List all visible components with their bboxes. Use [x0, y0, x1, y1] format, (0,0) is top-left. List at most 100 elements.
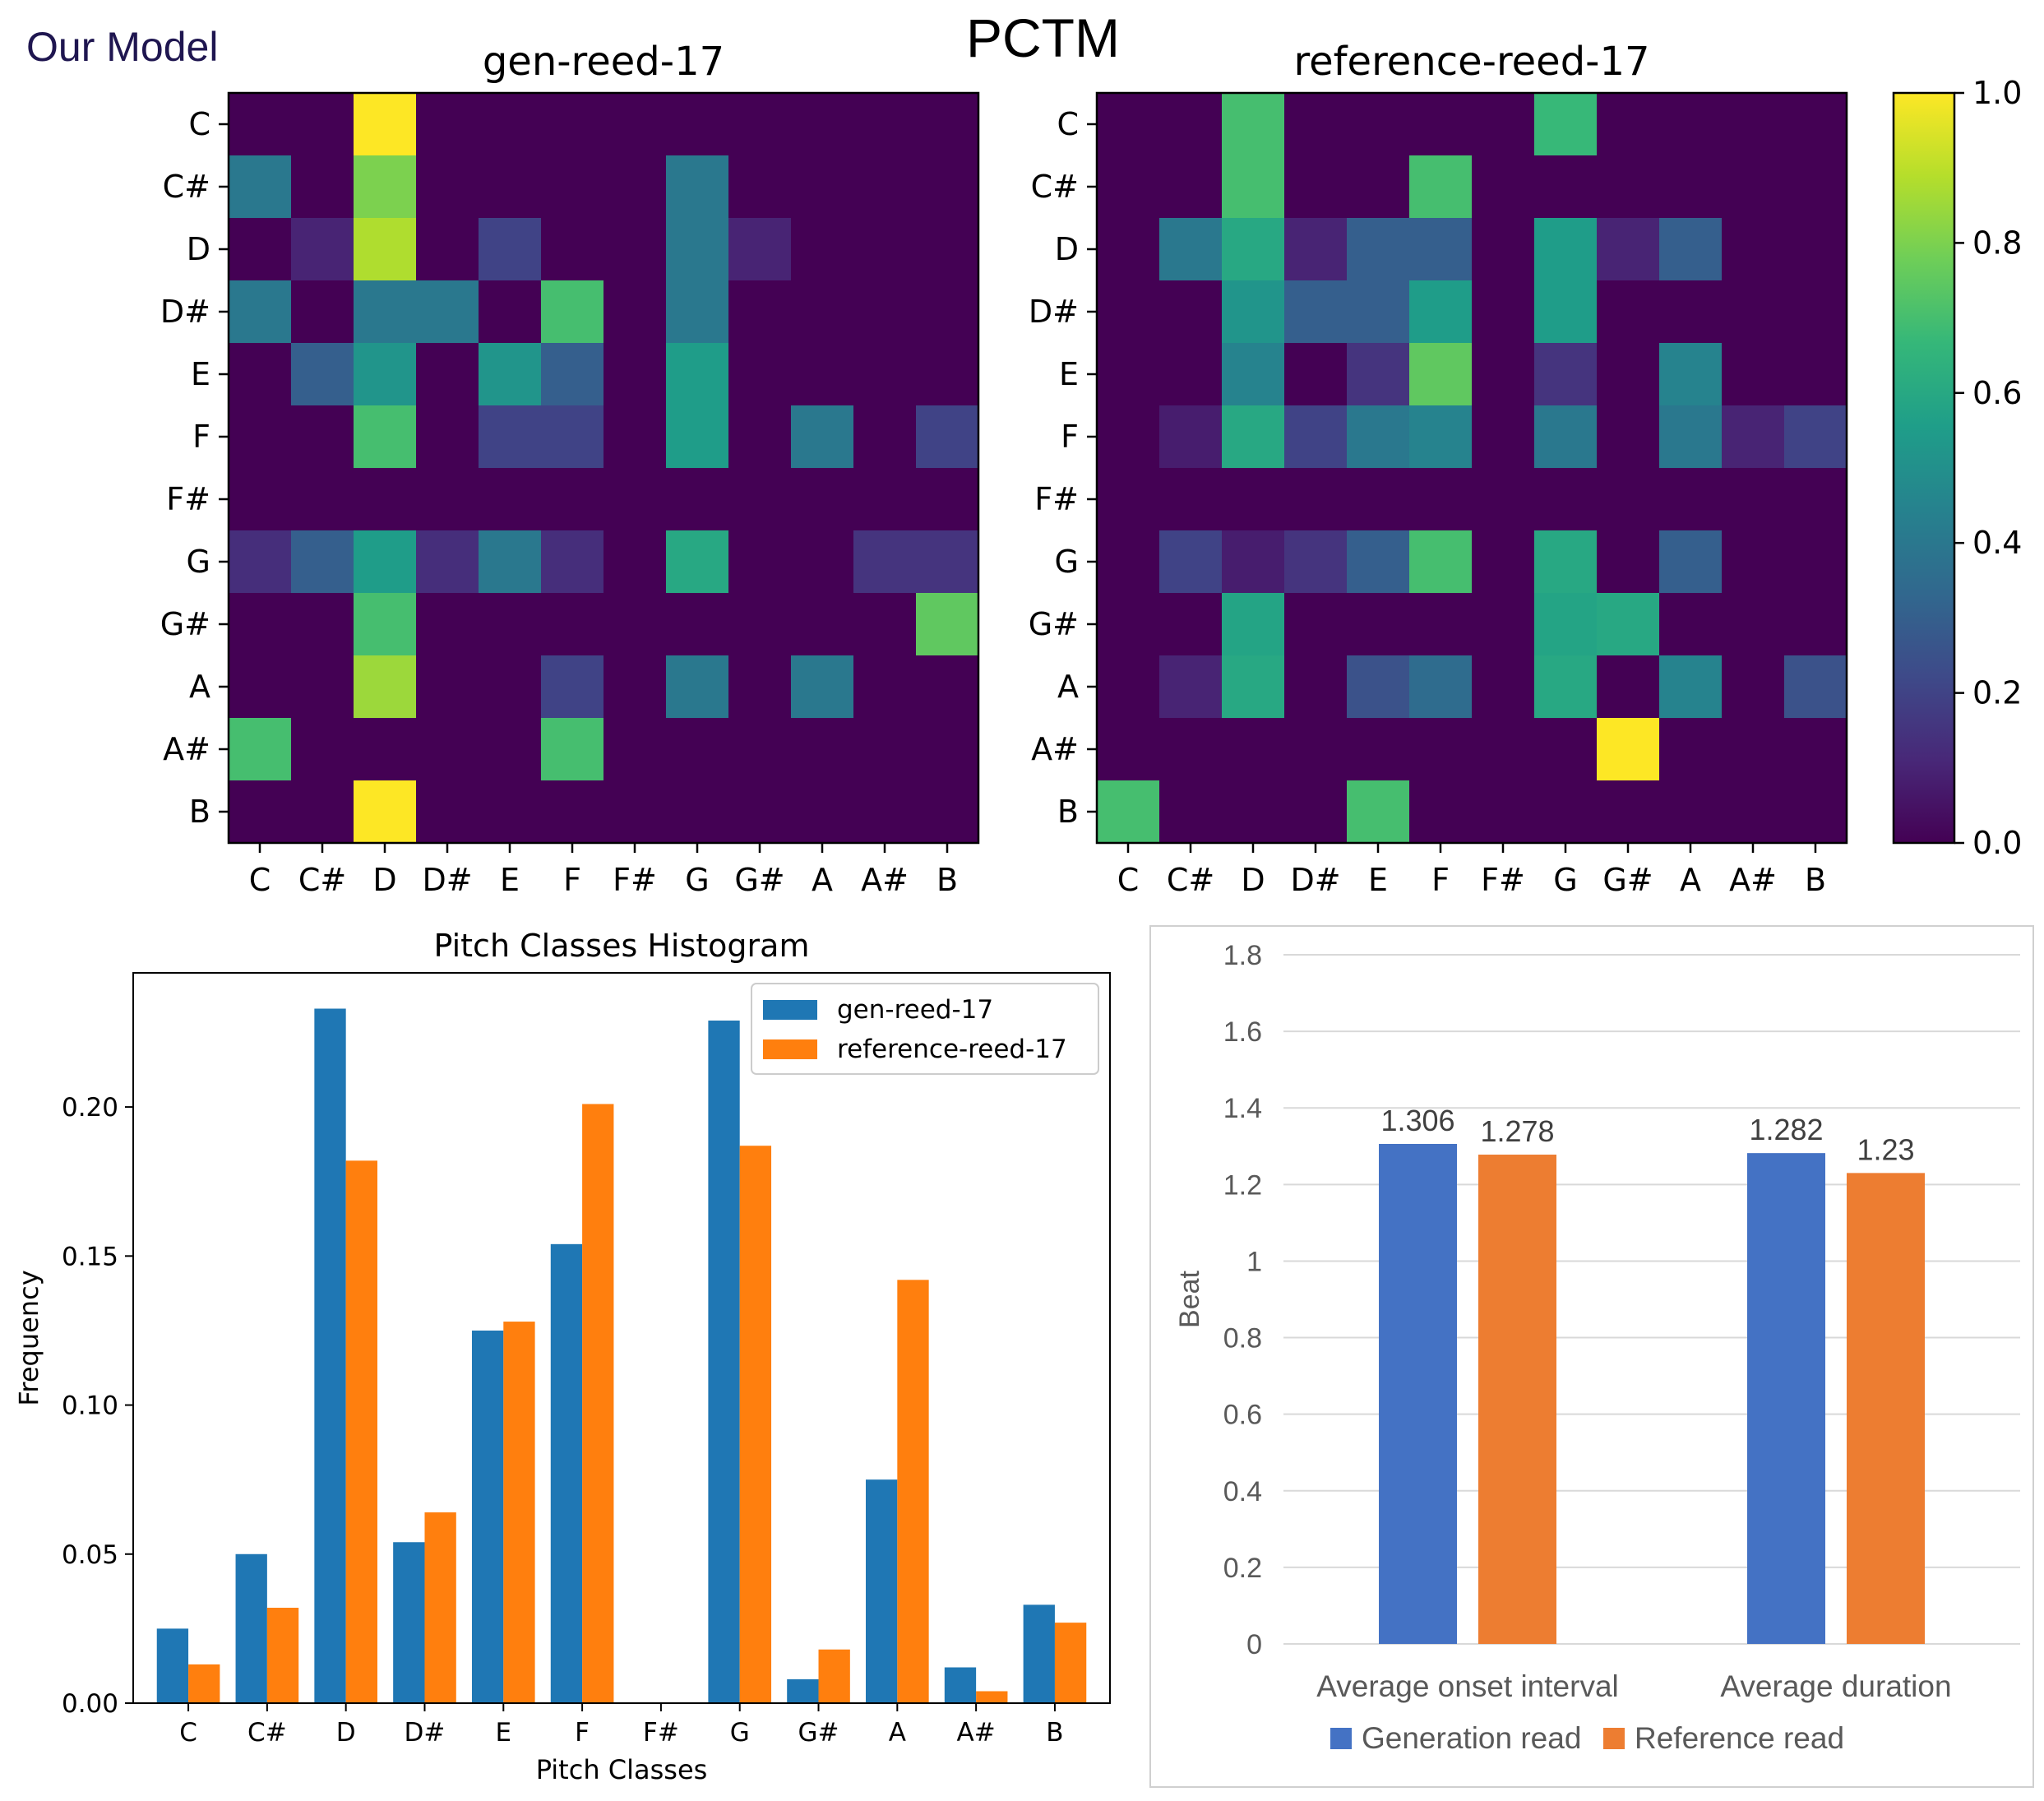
heatmap-0-cell [791, 718, 854, 781]
heatmap-1-cell [1284, 280, 1348, 344]
heatmap-1-cell [1472, 530, 1535, 594]
heatmap-0-cell [479, 780, 542, 844]
heatmap-0-cell [853, 93, 917, 156]
histogram-bar-ref [503, 1322, 535, 1703]
heatmap-1-cell [1159, 780, 1223, 844]
heatmap-1-cell [1222, 468, 1285, 531]
heatmap-0-ytick-label: C [188, 106, 210, 142]
beat-ytick-label: 0.6 [1223, 1400, 1262, 1431]
heatmap-1-cell [1222, 155, 1285, 219]
heatmap-1-xtick-label: E [1368, 862, 1388, 898]
beat-data-label: 1.306 [1380, 1104, 1454, 1137]
heatmap-0-cell [479, 93, 542, 156]
heatmap-1-xtick-label: C [1117, 862, 1140, 898]
heatmap-0-xtick-label: A# [861, 862, 909, 898]
heatmap-0-cell [354, 655, 417, 719]
heatmap-0-cell [916, 93, 979, 156]
heatmap-1-cell [1722, 718, 1785, 781]
heatmap-1-cell [1659, 343, 1723, 406]
heatmap-0-cell [229, 343, 292, 406]
heatmap-1-cell [1222, 530, 1285, 594]
heatmap-0-cell [916, 655, 979, 719]
heatmap-1-cell [1472, 468, 1535, 531]
heatmap-0-cell [229, 530, 292, 594]
heatmap-0-cell [416, 468, 479, 531]
heatmap-0-cell [728, 405, 792, 469]
histogram-bar-gen [708, 1020, 740, 1703]
heatmap-1-cell [1659, 780, 1723, 844]
heatmap-0-cell [666, 593, 729, 656]
heatmap-0-cell [728, 780, 792, 844]
heatmap-0-cell [853, 218, 917, 281]
heatmap-1-cell [1472, 155, 1535, 219]
heatmap-1-xtick-label: C# [1167, 862, 1214, 898]
heatmap-0-cell [666, 93, 729, 156]
histogram-bar-ref [188, 1664, 220, 1703]
heatmap-0-cell [541, 718, 604, 781]
histogram-bar-ref [582, 1104, 614, 1703]
heatmap-0-cell [479, 405, 542, 469]
histogram-bar-gen [787, 1679, 819, 1703]
heatmap-1-cell [1347, 780, 1410, 844]
heatmap-0-xtick-label: G [685, 862, 709, 898]
heatmap-1-cell [1534, 530, 1598, 594]
heatmap-1-cell [1347, 155, 1410, 219]
heatmap-0-cell [541, 343, 604, 406]
histogram-bar-gen [235, 1553, 267, 1703]
heatmap-0-cell [354, 405, 417, 469]
heatmap-1-cell [1347, 530, 1410, 594]
heatmap-1-cell [1284, 530, 1348, 594]
heatmap-0-cell [916, 218, 979, 281]
heatmap-0-cell [728, 155, 792, 219]
heatmap-1-cell [1472, 343, 1535, 406]
heatmap-0-xtick-label: C [249, 862, 271, 898]
heatmap-0-cell [791, 155, 854, 219]
heatmap-1-cell [1472, 280, 1535, 344]
heatmap-1-cell [1534, 468, 1598, 531]
beat-data-label: 1.23 [1857, 1132, 1914, 1166]
heatmap-0-xtick-label: G# [734, 862, 784, 898]
heatmap-0-cell [479, 593, 542, 656]
heatmap-0-cell [416, 218, 479, 281]
heatmap-0-cell [291, 343, 354, 406]
heatmap-1-xtick-label: A# [1729, 862, 1777, 898]
histogram-legend-swatch [763, 1000, 817, 1020]
histogram-ytick-label: 0.15 [62, 1242, 118, 1271]
histogram-xtick-label: D [336, 1718, 356, 1748]
heatmap-1-cell [1722, 530, 1785, 594]
heatmap-1-ytick-label: A [1057, 669, 1079, 705]
colorbar-tick-label: 0.8 [1972, 225, 2022, 261]
histogram-bar-gen [393, 1542, 425, 1703]
beat-legend-swatch [1330, 1728, 1352, 1749]
heatmap-0-cell [916, 718, 979, 781]
heatmap-1-xtick-label: G [1553, 862, 1577, 898]
heatmap-0-cell [291, 218, 354, 281]
heatmap-1-cell [1784, 655, 1847, 719]
heatmap-1-xtick-label: F# [1481, 862, 1525, 898]
heatmap-0-ytick-label: C# [163, 169, 210, 205]
histogram-xtick-label: B [1046, 1718, 1063, 1748]
colorbar-tick-label: 0.0 [1972, 825, 2022, 861]
heatmap-0-cell [916, 530, 979, 594]
heatmap-0-xtick-label: F [563, 862, 581, 898]
histogram-xtick-label: E [495, 1718, 511, 1748]
histogram-xtick-label: A# [957, 1718, 996, 1748]
heatmap-0-ytick-label: A# [163, 731, 210, 767]
heatmap-0-cell [291, 718, 354, 781]
heatmap-1-cell [1784, 468, 1847, 531]
heatmap-1-title: reference-reed-17 [1293, 39, 1649, 85]
heatmap-0-cell [416, 655, 479, 719]
heatmap-1-cell [1659, 655, 1723, 719]
heatmap-0-ytick-label: B [189, 794, 210, 830]
heatmap-1-cell [1659, 280, 1723, 344]
heatmap-1-cell [1659, 218, 1723, 281]
heatmap-0-xtick-label: F# [613, 862, 657, 898]
histogram-frame [132, 972, 1111, 1704]
heatmap-0-cell [291, 530, 354, 594]
heatmap-0-cell [791, 655, 854, 719]
heatmap-0-cell [728, 718, 792, 781]
heatmap-1-cell [1784, 718, 1847, 781]
heatmap-0-cell [916, 155, 979, 219]
heatmap-0-cell [354, 93, 417, 156]
histogram-bar-gen [550, 1243, 583, 1703]
